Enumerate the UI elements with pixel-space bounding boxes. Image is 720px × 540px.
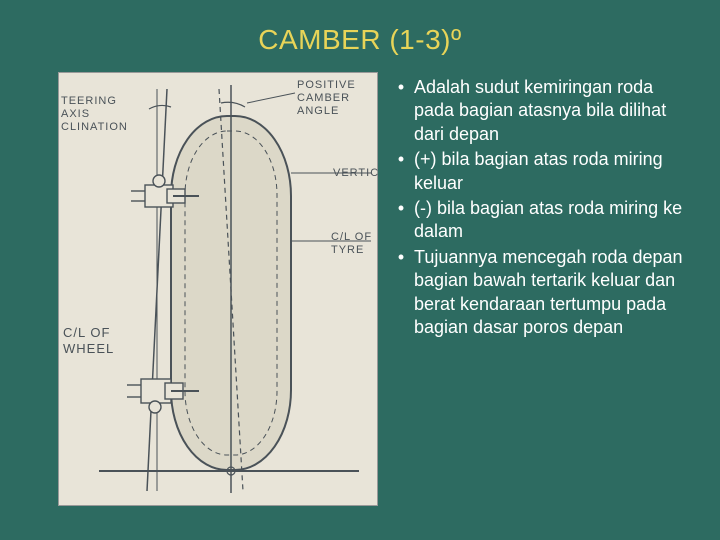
slide-content: TEERING AXIS CLINATION POSITIVE CAMBER A… xyxy=(0,72,720,526)
bullet-icon: • xyxy=(388,76,414,146)
label-positive-camber: POSITIVE CAMBER ANGLE xyxy=(297,79,356,119)
bullet-list: • Adalah sudut kemiringan roda pada bagi… xyxy=(388,72,700,506)
bullet-text: Adalah sudut kemiringan roda pada bagian… xyxy=(414,76,694,146)
list-item: • Adalah sudut kemiringan roda pada bagi… xyxy=(388,76,694,146)
bullet-text: (+) bila bagian atas roda miring keluar xyxy=(414,148,694,195)
bullet-icon: • xyxy=(388,148,414,195)
camber-diagram: TEERING AXIS CLINATION POSITIVE CAMBER A… xyxy=(58,72,378,506)
label-cl-wheel: C/L OF WHEEL xyxy=(63,325,114,356)
bullet-icon: • xyxy=(388,197,414,244)
slide-title: CAMBER (1-3)º xyxy=(0,0,720,72)
label-cl-tyre: C/L OF TYRE xyxy=(331,231,372,257)
bullet-text: Tujuannya mencegah roda depan bagian baw… xyxy=(414,246,694,340)
bullet-text: (-) bila bagian atas roda miring ke dala… xyxy=(414,197,694,244)
list-item: • Tujuannya mencegah roda depan bagian b… xyxy=(388,246,694,340)
label-vertical: VERTIC xyxy=(333,167,379,180)
leader-positive-camber xyxy=(247,93,295,103)
camber-angle-arc xyxy=(221,102,245,107)
steering-angle-arc xyxy=(149,105,171,109)
list-item: • (+) bila bagian atas roda miring kelua… xyxy=(388,148,694,195)
list-item: • (-) bila bagian atas roda miring ke da… xyxy=(388,197,694,244)
bullet-icon: • xyxy=(388,246,414,340)
label-steering-axis: TEERING AXIS CLINATION xyxy=(61,95,128,135)
diagram-svg xyxy=(59,73,379,507)
